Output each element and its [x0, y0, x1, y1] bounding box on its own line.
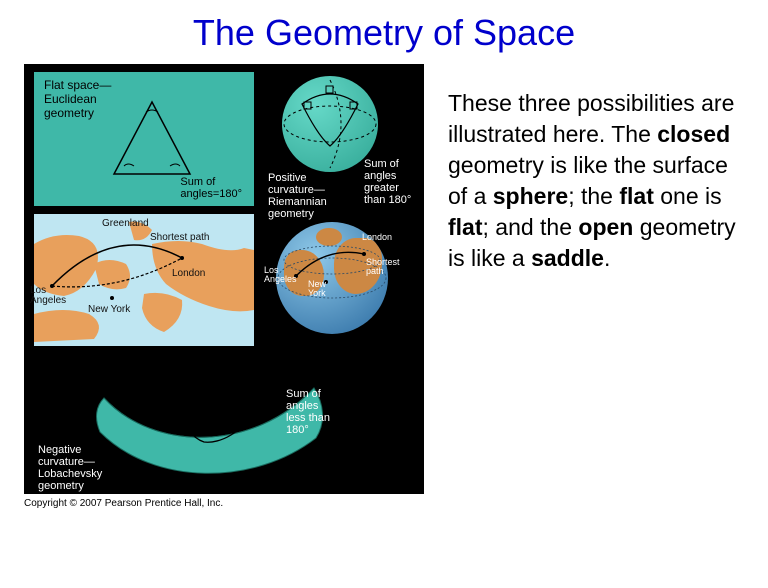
description-paragraph: These three possibilities are illustrate… — [424, 64, 744, 509]
sphere-sum-label: Sum of angles greater than 180° — [364, 158, 411, 206]
label-new-york: New York — [88, 304, 130, 315]
panel-flat-map: Greenland Shortest path Los Angeles New … — [34, 214, 254, 346]
saddle-curvature-label: Negative curvature— Lobachevsky geometry — [38, 444, 102, 492]
globe-la-label: Los Angeles — [264, 266, 302, 284]
globe-shortest-label: Shortest path — [366, 258, 410, 276]
globe-ny-label: New York — [308, 280, 336, 298]
label-shortest-path: Shortest path — [150, 232, 209, 243]
flat-sum-label: Sum of angles=180° — [180, 176, 242, 200]
triangle-icon — [102, 94, 202, 184]
globe-london-label: London — [362, 232, 392, 242]
figure-area: Flat space— Euclidean geometry Sum of an… — [24, 64, 424, 509]
content-row: Flat space— Euclidean geometry Sum of an… — [0, 64, 768, 509]
page-title: The Geometry of Space — [0, 12, 768, 54]
world-map-icon — [34, 214, 254, 346]
saddle-sum-label: Sum of angles less than 180° — [286, 388, 330, 436]
panel-globe: Los Angeles New York London Shortest pat… — [264, 214, 414, 346]
panel-flat-space: Flat space— Euclidean geometry Sum of an… — [34, 72, 254, 206]
panel-positive-curvature: Positive curvature— Riemannian geometry … — [264, 72, 414, 206]
panel-negative-curvature: Negative curvature— Lobachevsky geometry… — [34, 356, 414, 486]
label-london: London — [172, 268, 205, 279]
label-los-angeles: Los Angeles — [30, 286, 78, 306]
label-greenland: Greenland — [102, 218, 149, 229]
copyright-text: Copyright © 2007 Pearson Prentice Hall, … — [24, 498, 424, 509]
geometry-figure: Flat space— Euclidean geometry Sum of an… — [24, 64, 424, 494]
